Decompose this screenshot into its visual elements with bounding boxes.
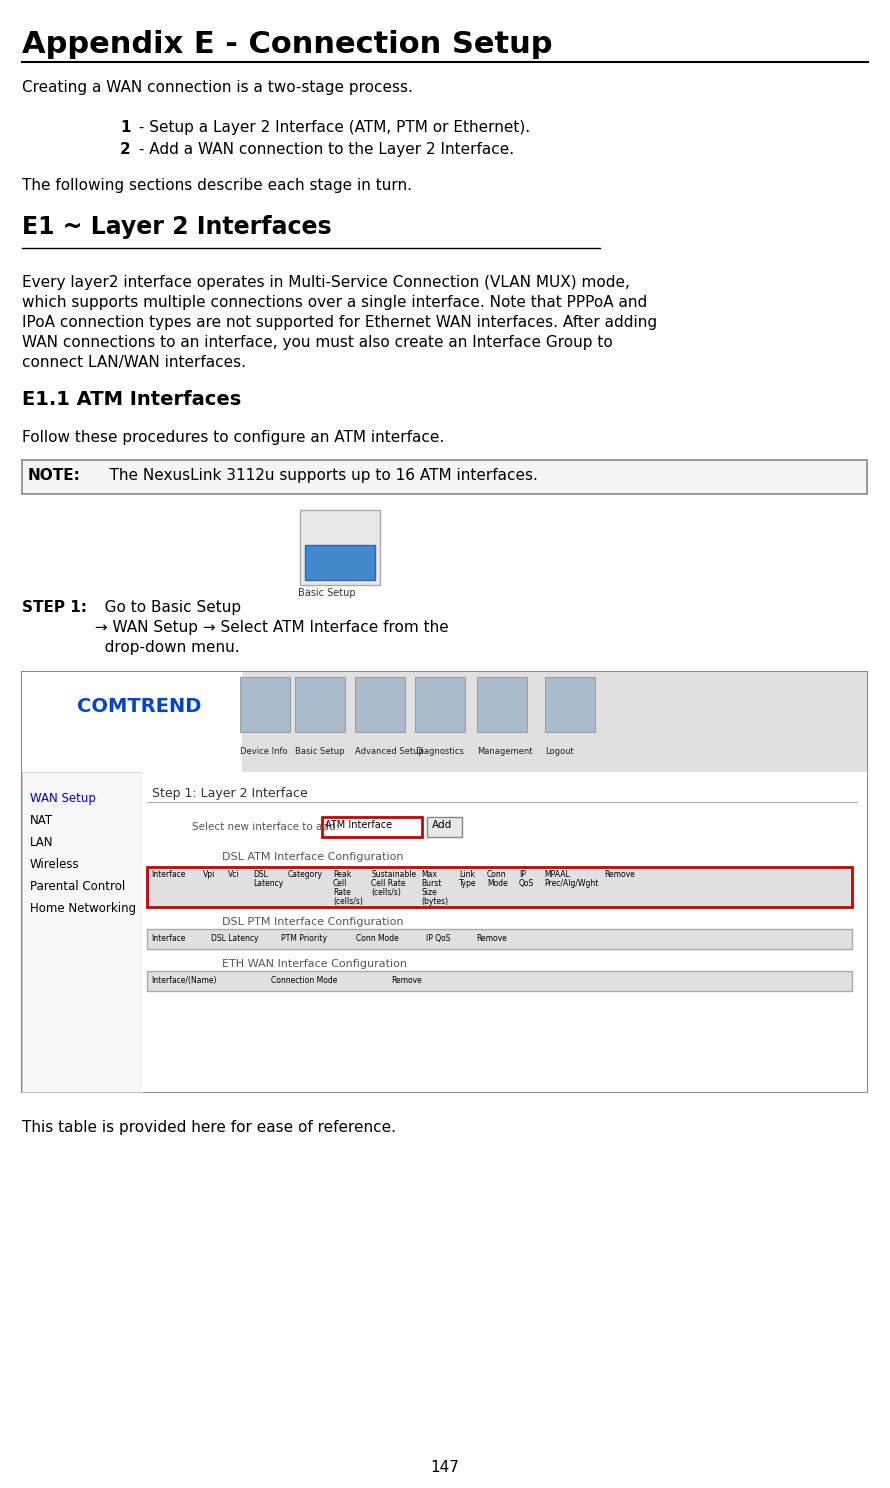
Text: Burst: Burst	[421, 879, 441, 888]
Bar	[322, 817, 422, 836]
Text: COMTREND: COMTREND	[77, 696, 201, 716]
Text: Basic Setup: Basic Setup	[298, 588, 356, 598]
Text: Peak: Peak	[333, 870, 352, 879]
Text: Mode: Mode	[487, 879, 508, 888]
Bar	[147, 972, 852, 991]
Text: MPAAL: MPAAL	[544, 870, 570, 879]
Text: Creating a WAN connection is a two-stage process.: Creating a WAN connection is a two-stage…	[22, 80, 413, 95]
Text: ATM Interface: ATM Interface	[325, 820, 392, 830]
Text: IP: IP	[519, 870, 526, 879]
Bar	[427, 817, 462, 836]
Bar	[147, 868, 852, 908]
Bar	[300, 510, 380, 585]
Text: Vpi: Vpi	[203, 870, 215, 879]
Text: Cell: Cell	[333, 879, 347, 888]
Bar	[22, 673, 867, 772]
Text: Link: Link	[459, 870, 475, 879]
Text: Vci: Vci	[228, 870, 239, 879]
Text: Interface/(Name): Interface/(Name)	[151, 976, 216, 985]
Text: Parental Control: Parental Control	[30, 879, 125, 893]
Text: drop-down menu.: drop-down menu.	[90, 640, 239, 655]
Text: The NexusLink 3112u supports up to 16 ATM interfaces.: The NexusLink 3112u supports up to 16 AT…	[90, 469, 538, 484]
Text: Add: Add	[432, 820, 452, 830]
Text: E1.1 ATM Interfaces: E1.1 ATM Interfaces	[22, 390, 241, 409]
Text: DSL ATM Interface Configuration: DSL ATM Interface Configuration	[222, 853, 403, 862]
Text: Logout: Logout	[545, 747, 574, 756]
Text: Advanced Setup: Advanced Setup	[355, 747, 424, 756]
Text: WAN Setup: WAN Setup	[30, 792, 96, 805]
Text: Latency: Latency	[253, 879, 283, 888]
Text: Remove: Remove	[476, 934, 506, 943]
Text: (bytes): (bytes)	[421, 897, 449, 906]
Text: DSL PTM Interface Configuration: DSL PTM Interface Configuration	[222, 917, 403, 927]
Text: Connection Mode: Connection Mode	[271, 976, 337, 985]
Text: Remove: Remove	[391, 976, 422, 985]
Text: 147: 147	[431, 1460, 459, 1475]
Text: Conn: Conn	[487, 870, 506, 879]
Text: NOTE:: NOTE:	[28, 469, 81, 484]
Text: Step 1: Layer 2 Interface: Step 1: Layer 2 Interface	[152, 787, 308, 801]
Bar	[305, 545, 375, 580]
Bar	[22, 673, 867, 1092]
Bar	[295, 677, 345, 732]
Text: Home Networking: Home Networking	[30, 902, 136, 915]
Bar	[545, 677, 595, 732]
Text: Device Info: Device Info	[240, 747, 287, 756]
Text: 2: 2	[120, 141, 131, 158]
Text: which supports multiple connections over a single interface. Note that PPPoA and: which supports multiple connections over…	[22, 295, 647, 310]
Bar	[142, 772, 867, 1092]
Text: Select new interface to add:: Select new interface to add:	[192, 821, 339, 832]
Bar	[147, 929, 852, 949]
Text: QoS: QoS	[519, 879, 534, 888]
Bar	[415, 677, 465, 732]
Text: Remove: Remove	[604, 870, 635, 879]
Text: Wireless: Wireless	[30, 859, 79, 870]
Text: → WAN Setup → Select ATM Interface from the: → WAN Setup → Select ATM Interface from …	[90, 620, 449, 635]
Text: 1: 1	[120, 121, 131, 135]
Text: Sustainable: Sustainable	[371, 870, 417, 879]
Text: This table is provided here for ease of reference.: This table is provided here for ease of …	[22, 1120, 396, 1135]
Text: IP QoS: IP QoS	[426, 934, 450, 943]
Text: IPoA connection types are not supported for Ethernet WAN interfaces. After addin: IPoA connection types are not supported …	[22, 315, 657, 330]
Text: The following sections describe each stage in turn.: The following sections describe each sta…	[22, 179, 412, 193]
Text: Management: Management	[477, 747, 532, 756]
Text: Prec/Alg/Wght: Prec/Alg/Wght	[544, 879, 598, 888]
Text: Interface: Interface	[151, 870, 185, 879]
Text: NAT: NAT	[30, 814, 53, 827]
Bar	[22, 772, 142, 1092]
Text: (cells/s): (cells/s)	[371, 888, 400, 897]
Text: E1 ~ Layer 2 Interfaces: E1 ~ Layer 2 Interfaces	[22, 214, 332, 240]
Text: (cells/s): (cells/s)	[333, 897, 363, 906]
Text: - Setup a Layer 2 Interface (ATM, PTM or Ethernet).: - Setup a Layer 2 Interface (ATM, PTM or…	[134, 121, 530, 135]
Text: Diagnostics: Diagnostics	[415, 747, 464, 756]
Text: DSL Latency: DSL Latency	[211, 934, 258, 943]
Text: LAN: LAN	[30, 836, 53, 850]
Text: Interface: Interface	[151, 934, 185, 943]
Text: - Add a WAN connection to the Layer 2 Interface.: - Add a WAN connection to the Layer 2 In…	[134, 141, 514, 158]
Bar	[22, 673, 242, 772]
Text: Appendix E - Connection Setup: Appendix E - Connection Setup	[22, 30, 553, 60]
Text: Conn Mode: Conn Mode	[356, 934, 399, 943]
Text: STEP 1:: STEP 1:	[22, 600, 87, 615]
Text: Type: Type	[459, 879, 476, 888]
Text: connect LAN/WAN interfaces.: connect LAN/WAN interfaces.	[22, 356, 246, 371]
Text: Max: Max	[421, 870, 437, 879]
Text: Rate: Rate	[333, 888, 351, 897]
Text: Category: Category	[288, 870, 323, 879]
Text: Cell Rate: Cell Rate	[371, 879, 406, 888]
Bar	[355, 677, 405, 732]
Bar	[22, 460, 867, 494]
Bar	[477, 677, 527, 732]
Text: Go to Basic Setup: Go to Basic Setup	[90, 600, 241, 615]
Text: Size: Size	[421, 888, 437, 897]
Text: Every layer2 interface operates in Multi-Service Connection (VLAN MUX) mode,: Every layer2 interface operates in Multi…	[22, 275, 630, 290]
Bar	[240, 677, 290, 732]
Text: Follow these procedures to configure an ATM interface.: Follow these procedures to configure an …	[22, 430, 444, 445]
Text: PTM Priority: PTM Priority	[281, 934, 327, 943]
Text: ETH WAN Interface Configuration: ETH WAN Interface Configuration	[222, 958, 407, 969]
Text: WAN connections to an interface, you must also create an Interface Group to: WAN connections to an interface, you mus…	[22, 335, 612, 350]
Text: Basic Setup: Basic Setup	[295, 747, 344, 756]
Text: DSL: DSL	[253, 870, 268, 879]
